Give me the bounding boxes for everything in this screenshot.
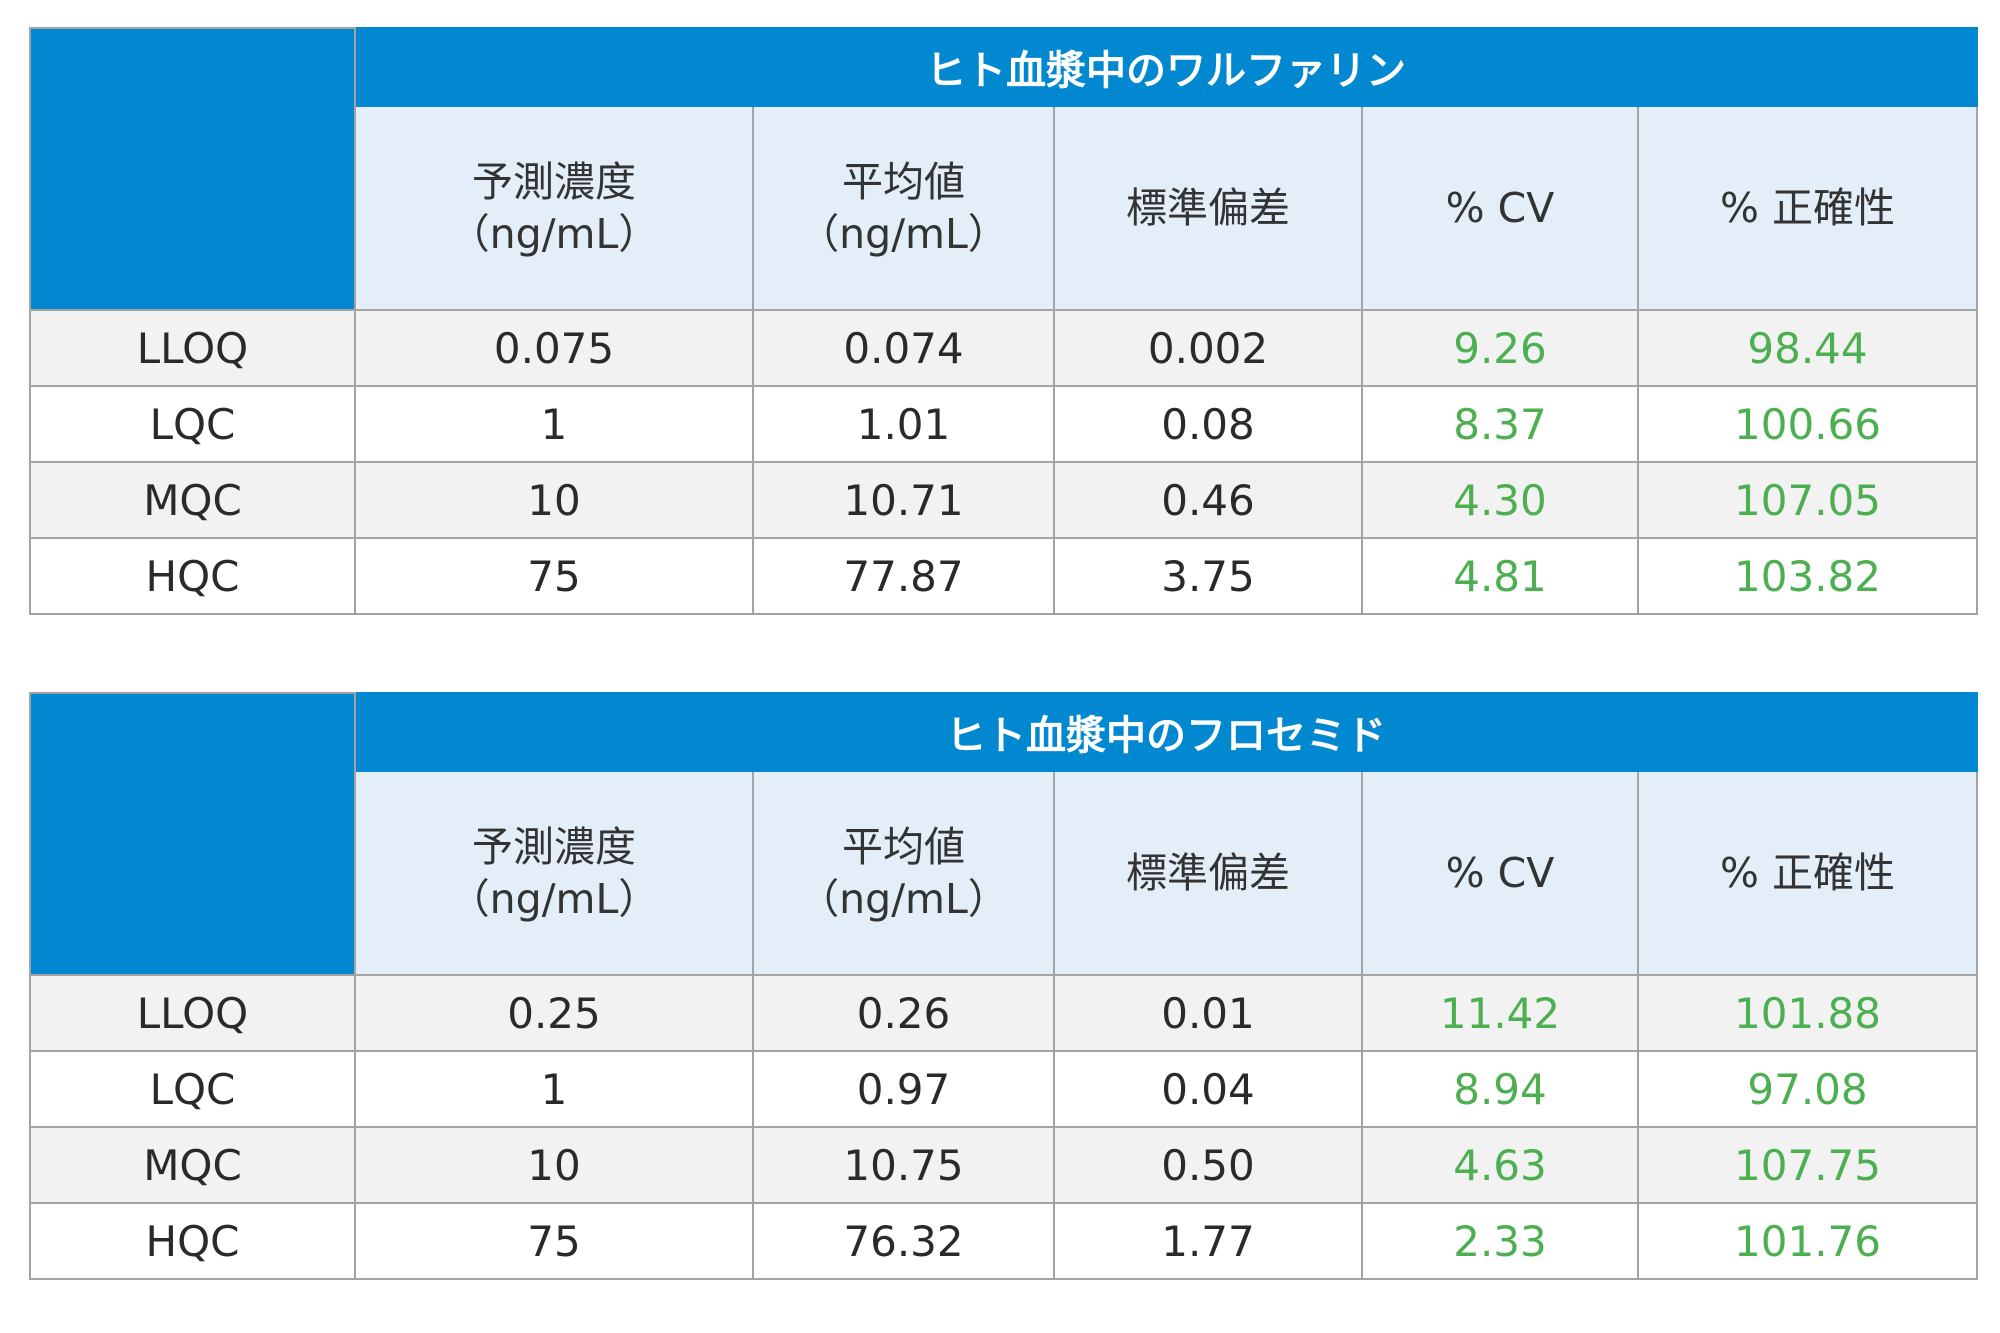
table-row: MQC 10 10.71 0.46 4.30 107.05: [29, 461, 1979, 539]
cell-mean: 10.71: [752, 461, 1055, 539]
cell-std-dev: 0.002: [1053, 309, 1363, 387]
col-header-std-dev: 標準偏差: [1053, 770, 1363, 976]
cell-mean: 1.01: [752, 385, 1055, 463]
column-header-row: 予測濃度 （ng/mL） 平均値 （ng/mL） 標準偏差 % CV % 正確性: [30, 770, 1979, 976]
cell-mean: 0.26: [752, 974, 1055, 1052]
cell-accuracy: 98.44: [1636, 309, 1979, 387]
cell-mean: 76.32: [752, 1202, 1055, 1280]
cell-std-dev: 1.77: [1053, 1202, 1363, 1280]
column-header-row: 予測濃度 （ng/mL） 平均値 （ng/mL） 標準偏差 % CV % 正確性: [30, 105, 1979, 311]
col-header-mean: 平均値 （ng/mL）: [752, 105, 1055, 311]
col-header-mean: 平均値 （ng/mL）: [752, 770, 1055, 976]
cell-std-dev: 0.08: [1053, 385, 1363, 463]
row-label: HQC: [29, 537, 356, 615]
cell-accuracy: 101.88: [1636, 974, 1979, 1052]
cell-std-dev: 0.01: [1053, 974, 1363, 1052]
cell-std-dev: 0.46: [1053, 461, 1363, 539]
col-header-std-dev: 標準偏差: [1053, 105, 1363, 311]
table-row: MQC 10 10.75 0.50 4.63 107.75: [29, 1126, 1979, 1204]
cell-std-dev: 0.50: [1053, 1126, 1363, 1204]
cell-predicted-conc: 75: [354, 537, 754, 615]
col-header-accuracy: % 正確性: [1636, 105, 1979, 311]
row-label: MQC: [29, 461, 356, 539]
cell-accuracy: 101.76: [1636, 1202, 1979, 1280]
col-header-predicted-conc: 予測濃度 （ng/mL）: [354, 105, 754, 311]
table-row: LQC 1 1.01 0.08 8.37 100.66: [29, 385, 1979, 463]
row-label: HQC: [29, 1202, 356, 1280]
cell-accuracy: 97.08: [1636, 1050, 1979, 1128]
col-header-cv: % CV: [1361, 105, 1639, 311]
cell-cv: 4.63: [1361, 1126, 1639, 1204]
table-row: HQC 75 77.87 3.75 4.81 103.82: [29, 537, 1979, 615]
cell-cv: 9.26: [1361, 309, 1639, 387]
cell-mean: 0.97: [752, 1050, 1055, 1128]
table-corner: [29, 27, 356, 311]
table-row: LLOQ 0.25 0.26 0.01 11.42 101.88: [29, 974, 1979, 1052]
col-header-accuracy: % 正確性: [1636, 770, 1979, 976]
cell-predicted-conc: 0.25: [354, 974, 754, 1052]
cell-predicted-conc: 1: [354, 385, 754, 463]
row-label: LLOQ: [29, 309, 356, 387]
table-row: LQC 1 0.97 0.04 8.94 97.08: [29, 1050, 1979, 1128]
cell-cv: 11.42: [1361, 974, 1639, 1052]
cell-predicted-conc: 10: [354, 461, 754, 539]
cell-std-dev: 0.04: [1053, 1050, 1363, 1128]
table-row: HQC 75 76.32 1.77 2.33 101.76: [29, 1202, 1979, 1280]
cell-mean: 0.074: [752, 309, 1055, 387]
cell-cv: 4.30: [1361, 461, 1639, 539]
cell-mean: 77.87: [752, 537, 1055, 615]
row-label: LQC: [29, 1050, 356, 1128]
row-label: LQC: [29, 385, 356, 463]
furosemide-table: ヒト血漿中のフロセミド 予測濃度 （ng/mL） 平均値 （ng/mL） 標準偏…: [29, 692, 1979, 1280]
table-title: ヒト血漿中のワルファリン: [353, 27, 1979, 107]
cell-predicted-conc: 1: [354, 1050, 754, 1128]
cell-accuracy: 103.82: [1636, 537, 1979, 615]
row-label: LLOQ: [29, 974, 356, 1052]
table-corner: [29, 692, 356, 976]
cell-cv: 8.94: [1361, 1050, 1639, 1128]
cell-cv: 4.81: [1361, 537, 1639, 615]
cell-std-dev: 3.75: [1053, 537, 1363, 615]
cell-mean: 10.75: [752, 1126, 1055, 1204]
warfarin-table: ヒト血漿中のワルファリン 予測濃度 （ng/mL） 平均値 （ng/mL） 標準…: [29, 27, 1979, 615]
cell-accuracy: 107.05: [1636, 461, 1979, 539]
cell-accuracy: 107.75: [1636, 1126, 1979, 1204]
cell-predicted-conc: 10: [354, 1126, 754, 1204]
col-header-cv: % CV: [1361, 770, 1639, 976]
cell-predicted-conc: 75: [354, 1202, 754, 1280]
row-label: MQC: [29, 1126, 356, 1204]
cell-accuracy: 100.66: [1636, 385, 1979, 463]
col-header-predicted-conc: 予測濃度 （ng/mL）: [354, 770, 754, 976]
cell-cv: 2.33: [1361, 1202, 1639, 1280]
cell-predicted-conc: 0.075: [354, 309, 754, 387]
cell-cv: 8.37: [1361, 385, 1639, 463]
table-title: ヒト血漿中のフロセミド: [353, 692, 1979, 772]
table-row: LLOQ 0.075 0.074 0.002 9.26 98.44: [29, 309, 1979, 387]
